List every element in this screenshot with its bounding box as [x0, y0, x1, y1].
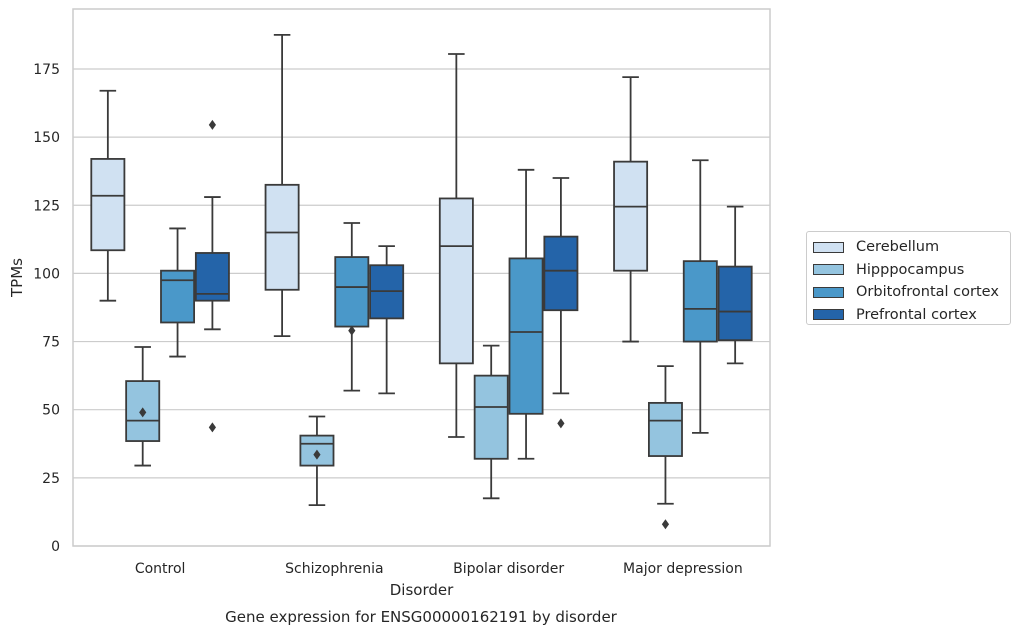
box-iqr: [194, 252, 230, 302]
legend-item: Hipppocampus: [813, 259, 1010, 282]
box-iqr: [613, 160, 649, 272]
box-iqr: [438, 197, 474, 365]
plot-frame: [72, 8, 771, 547]
outlier-point: [208, 119, 216, 130]
box-cerebellum-bipolar-disorder: [438, 53, 474, 438]
y-tick-label: 75: [42, 335, 60, 351]
x-tick-label: Control: [135, 561, 186, 577]
y-tick-label: 50: [42, 403, 60, 419]
x-axis-label: Disorder: [390, 581, 454, 599]
legend-label: Prefrontal cortex: [856, 306, 977, 323]
outlier-point: [208, 422, 216, 433]
box-iqr: [334, 256, 370, 328]
box-iqr: [508, 257, 544, 415]
box-cerebellum-schizophrenia: [264, 33, 300, 338]
box-prefrontal-cortex-control: [194, 119, 230, 433]
legend-label: Hipppocampus: [856, 261, 965, 278]
x-tick-label: Schizophrenia: [285, 561, 383, 577]
x-tick-label: Major depression: [623, 561, 743, 577]
outlier-point: [313, 449, 321, 460]
y-tick-label: 175: [33, 62, 60, 78]
box-prefrontal-cortex-major-depression: [717, 205, 753, 365]
outlier-point: [139, 407, 147, 418]
box-iqr: [647, 401, 683, 457]
y-tick-label: 25: [42, 471, 60, 487]
box-iqr: [717, 265, 753, 342]
chart-title: Gene expression for ENSG00000162191 by d…: [225, 608, 618, 626]
box-orbitofrontal-cortex-major-depression: [682, 159, 718, 434]
y-axis-ticks: 0 25 50 75 100 125 150 175: [33, 62, 60, 555]
legend-item: Orbitofrontal cortex: [813, 281, 1010, 304]
x-tick-label: Bipolar disorder: [453, 561, 564, 577]
box-iqr: [160, 269, 196, 324]
legend: Cerebellum Hipppocampus Orbitofrontal cort…: [806, 231, 1011, 325]
legend-swatch: [813, 241, 844, 253]
box-hipppocampus-major-depression: [647, 365, 683, 530]
box-prefrontal-cortex-schizophrenia: [369, 245, 405, 395]
box-iqr: [264, 183, 300, 291]
y-tick-label: 150: [33, 130, 60, 146]
y-axis-label: TPMs: [8, 258, 26, 298]
y-tick-label: 125: [33, 198, 60, 214]
box-hipppocampus-bipolar-disorder: [473, 344, 509, 500]
box-series: [90, 33, 753, 530]
box-iqr: [682, 260, 718, 343]
box-orbitofrontal-cortex-bipolar-disorder: [508, 168, 544, 460]
box-orbitofrontal-cortex-control: [160, 227, 196, 358]
y-tick-label: 100: [33, 266, 60, 282]
box-cerebellum-major-depression: [613, 76, 649, 343]
legend-item: Prefrontal cortex: [813, 304, 1010, 327]
legend-label: Cerebellum: [856, 239, 940, 256]
outlier-point: [557, 418, 565, 429]
x-axis-ticks: Control Schizophrenia Bipolar disorder Majo…: [135, 561, 743, 577]
legend-swatch: [813, 309, 844, 321]
box-hipppocampus-schizophrenia: [299, 415, 335, 507]
legend-swatch: [813, 264, 844, 276]
outlier-point: [661, 519, 670, 530]
box-prefrontal-cortex-bipolar-disorder: [543, 177, 579, 429]
box-orbitofrontal-cortex-schizophrenia: [334, 222, 370, 392]
box-iqr: [473, 374, 509, 460]
y-tick-label: 0: [51, 539, 60, 555]
legend-swatch: [813, 286, 844, 298]
box-cerebellum-control: [90, 89, 126, 302]
box-iqr: [90, 158, 126, 252]
outlier-point: [348, 325, 356, 336]
legend-item: Cerebellum: [813, 236, 1010, 259]
legend-label: Orbitofrontal cortex: [856, 284, 999, 301]
box-iqr: [543, 235, 579, 312]
box-hipppocampus-control: [125, 346, 161, 467]
